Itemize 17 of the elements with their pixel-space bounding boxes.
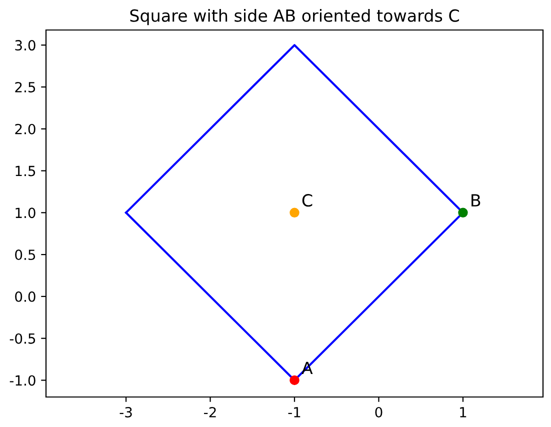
y-tick-label: -1.0 xyxy=(10,375,36,386)
x-tick-label: 0 xyxy=(375,406,382,418)
y-tick-label: 3.0 xyxy=(15,40,36,51)
chart-title: Square with side AB oriented towards C xyxy=(130,9,459,26)
y-tick-label: 2.5 xyxy=(15,82,36,92)
y-tick-label: 2.0 xyxy=(15,124,36,134)
y-tick-label: 1.0 xyxy=(16,208,36,218)
x-tick-label: -1 xyxy=(288,407,300,418)
x-tick-label: 1 xyxy=(460,407,466,418)
y-tick-label: 1.5 xyxy=(16,166,36,176)
x-tick-label: -2 xyxy=(204,406,216,418)
x-tick-label: -3 xyxy=(120,406,132,418)
series-label: C xyxy=(302,194,312,207)
y-tick-label: 0.0 xyxy=(15,291,36,302)
series-label: B xyxy=(472,194,480,206)
y-tick-label: 0.5 xyxy=(15,250,36,260)
y-tick-label: -0.5 xyxy=(10,333,36,344)
